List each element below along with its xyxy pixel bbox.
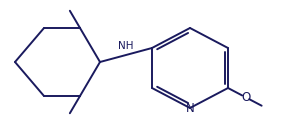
Text: NH: NH	[118, 41, 134, 51]
Text: O: O	[241, 91, 250, 104]
Text: N: N	[186, 102, 194, 116]
